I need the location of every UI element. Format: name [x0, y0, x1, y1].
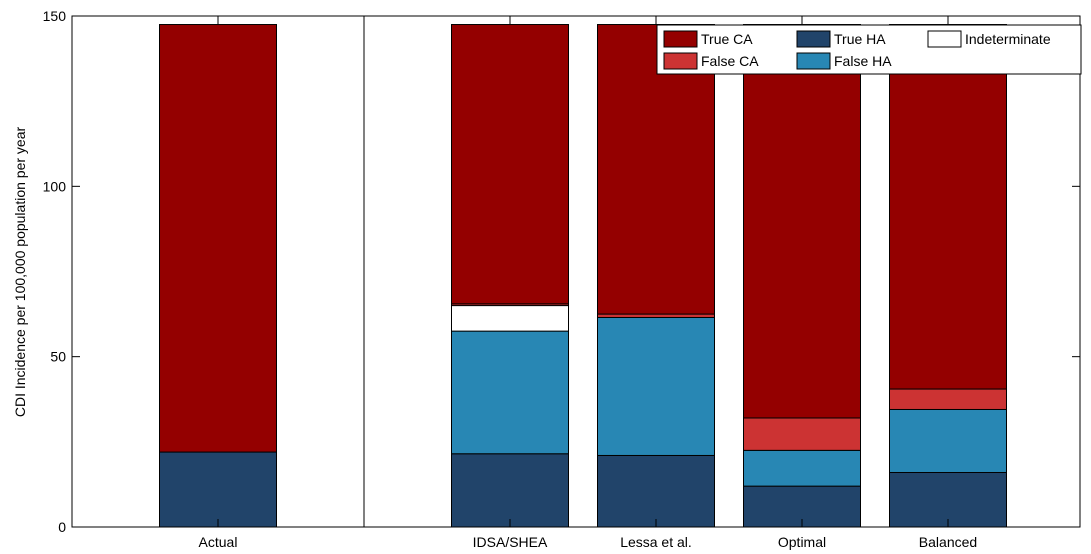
bar-optimal-true-ca	[743, 24, 861, 419]
bar-balanced-true-ca	[889, 24, 1007, 390]
bar-actual-true-ha	[159, 451, 277, 528]
bar-balanced-true-ha	[889, 471, 1007, 528]
y-tick-label-100: 100	[43, 178, 67, 194]
axes-layer	[71, 15, 1081, 528]
legend-swatch-false-ha	[796, 52, 831, 70]
plot-frame	[71, 15, 1081, 528]
bar-optimal-false-ha	[743, 449, 861, 487]
legend-label-true-ha: True HA	[834, 31, 886, 47]
bar-idsa-shea-true-ca	[451, 24, 569, 305]
bar-balanced-false-ca	[889, 388, 1007, 410]
bar-idsa-shea-true-ha	[451, 453, 569, 528]
x-tick-label-balanced: Balanced	[919, 534, 977, 550]
bar-lessa-et-al-false-ca	[597, 313, 715, 318]
legend-label-true-ca: True CA	[701, 31, 753, 47]
bar-lessa-et-al-true-ha	[597, 454, 715, 528]
bar-balanced-false-ha	[889, 408, 1007, 473]
legend-swatch-true-ca	[663, 30, 698, 48]
x-tick-label-lessa-et-al: Lessa et al.	[620, 534, 692, 550]
legend-swatch-false-ca	[663, 52, 698, 70]
bar-optimal-false-ca	[743, 417, 861, 451]
legend-label-false-ha: False HA	[834, 53, 892, 69]
y-axis-label: CDI Incidence per 100,000 population per…	[12, 127, 28, 418]
bar-idsa-shea-indeterminate	[451, 305, 569, 332]
bar-lessa-et-al-false-ha	[597, 316, 715, 456]
legend-label-false-ca: False CA	[701, 53, 759, 69]
bars-layer	[159, 24, 1007, 528]
ticks-layer: 0 50 100 150 Actual IDSA/SHEA Lessa et al. Opti…	[43, 8, 1080, 550]
legend-swatch-indeterminate	[927, 30, 962, 48]
y-tick-label-50: 50	[50, 349, 66, 365]
legend: True CA True HA Indeterminate False CA False…	[656, 24, 1082, 75]
legend-box	[656, 24, 1082, 75]
bar-idsa-shea-false-ha	[451, 330, 569, 455]
legend-label-indeterminate: Indeterminate	[965, 31, 1051, 47]
bar-actual-true-ca	[159, 24, 277, 453]
y-tick-label-150: 150	[43, 8, 67, 24]
x-tick-label-actual: Actual	[199, 534, 238, 550]
legend-swatch-true-ha	[796, 30, 831, 48]
x-tick-label-idsa-shea: IDSA/SHEA	[473, 534, 548, 550]
y-tick-label-0: 0	[58, 519, 66, 535]
x-tick-label-optimal: Optimal	[778, 534, 826, 550]
